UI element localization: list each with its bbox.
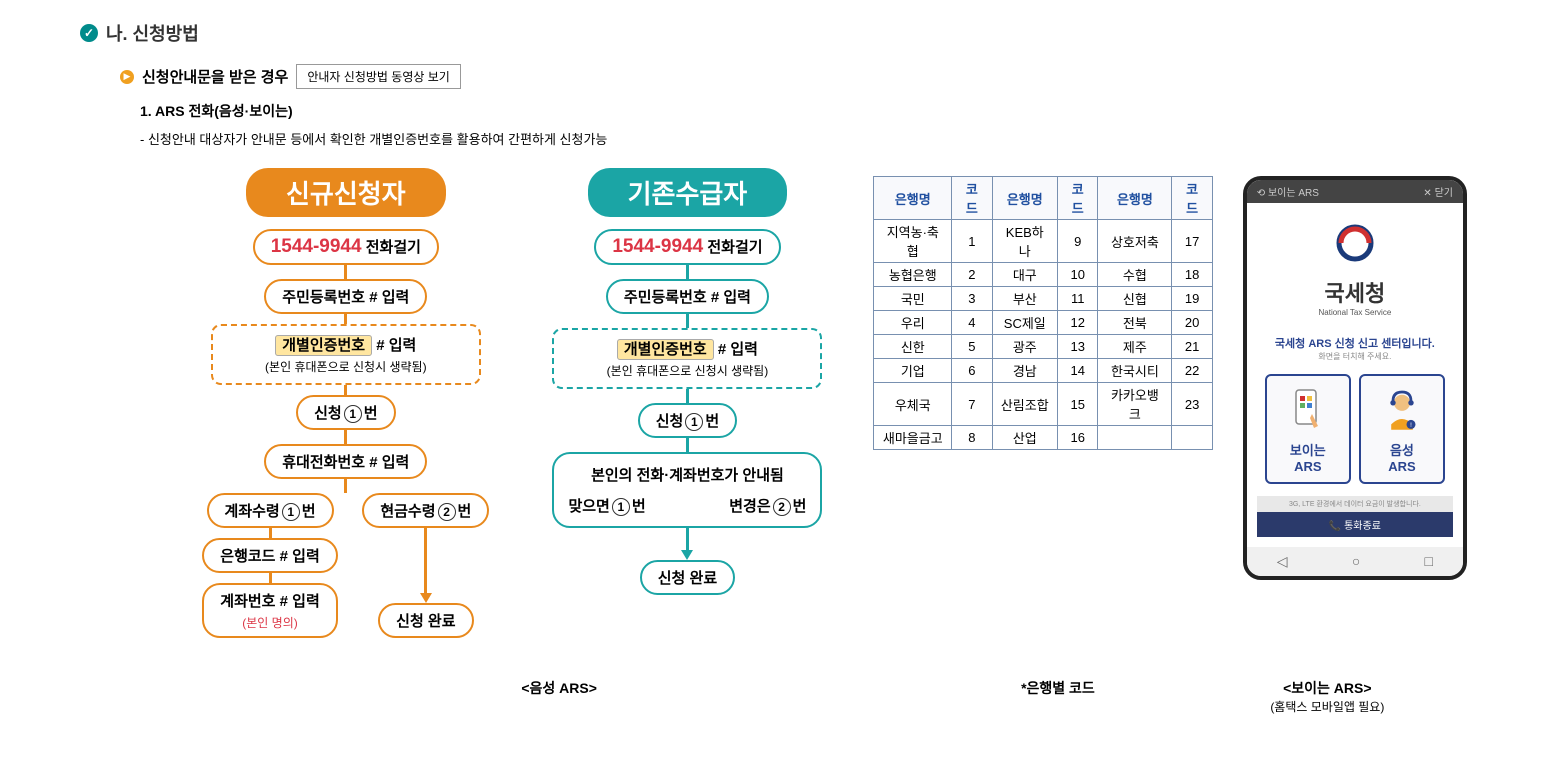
table-row: 국민3부산11신협19	[874, 287, 1213, 311]
caption-voice: <음성 ARS>	[190, 678, 928, 715]
item-desc: - 신청안내 대상자가 안내문 등에서 확인한 개별인증번호를 활용하여 간편하…	[140, 129, 1467, 148]
headset-person-icon: !	[1384, 386, 1420, 434]
arrow-down-icon	[420, 593, 432, 603]
flow-existing-done: 신청 완료	[640, 560, 735, 595]
bank-table-header: 코드	[1172, 177, 1212, 220]
bank-table-header: 은행명	[992, 177, 1058, 220]
check-icon: ✓	[80, 24, 98, 42]
video-button[interactable]: 안내자 신청방법 동영상 보기	[296, 64, 460, 89]
voice-ars-option[interactable]: ! 음성ARS	[1359, 374, 1445, 484]
phone-end-call[interactable]: 📞 통화종료	[1257, 512, 1453, 537]
phone-message-sub: 화면을 터치해 주세요.	[1257, 351, 1453, 362]
content-row: 신규신청자 1544-9944 전화걸기 주민등록번호 # 입력 개별인증번호 …	[190, 168, 1467, 638]
flow-new-account: 계좌번호 # 입력 (본인 명의)	[202, 583, 337, 638]
table-row: 신한5광주13제주21	[874, 335, 1213, 359]
table-row: 새마을금고8산업16	[874, 426, 1213, 450]
flow-new-cash-receive: 현금수령2번	[362, 493, 489, 528]
bank-table: 은행명코드은행명코드은행명코드 지역농·축협1KEB하나9상호저축17농협은행2…	[873, 176, 1213, 450]
nts-logo-icon	[1335, 223, 1375, 263]
item-title: 1. ARS 전화(음성·보이는)	[140, 101, 1467, 121]
table-row: 지역농·축협1KEB하나9상호저축17	[874, 220, 1213, 263]
phone-message: 국세청 ARS 신청 신고 센터입니다.	[1257, 335, 1453, 351]
flow-new-step2: 주민등록번호 # 입력	[264, 279, 427, 314]
flow-new-step4: 신청1번	[296, 395, 395, 430]
flow-new-done: 신청 완료	[378, 603, 473, 638]
phone-touch-icon	[1290, 386, 1326, 434]
bank-table-header: 코드	[1058, 177, 1098, 220]
flow-new-header: 신규신청자	[246, 168, 446, 217]
nts-subtitle: National Tax Service	[1257, 308, 1453, 317]
flow-new-step5: 휴대전화번호 # 입력	[264, 444, 427, 479]
home-icon[interactable]: ○	[1352, 553, 1360, 570]
visual-ars-option[interactable]: 보이는ARS	[1265, 374, 1351, 484]
sub-title: ▶ 신청안내문을 받은 경우 안내자 신청방법 동영상 보기	[120, 64, 1467, 89]
nts-title: 국세청	[1257, 276, 1453, 308]
phone-nav-bar: ◁ ○ □	[1247, 547, 1463, 576]
back-icon[interactable]: ◁	[1277, 553, 1288, 570]
caption-row: <음성 ARS> *은행별 코드 <보이는 ARS> (홈택스 모바일앱 필요)	[190, 678, 1467, 715]
phone-label: 전화걸기	[366, 239, 421, 256]
flow-existing-header: 기존수급자	[588, 168, 788, 217]
bank-table-header: 은행명	[1098, 177, 1172, 220]
arrow-icon: ▶	[120, 70, 134, 84]
phone-footer: 3G, LTE 환경에서 데이터 요금이 발생합니다.	[1257, 496, 1453, 512]
flow-new-account-receive: 계좌수령1번	[207, 493, 334, 528]
caption-visual: <보이는 ARS> (홈택스 모바일앱 필요)	[1188, 678, 1467, 715]
bank-table-container: 은행명코드은행명코드은행명코드 지역농·축협1KEB하나9상호저축17농협은행2…	[873, 168, 1213, 450]
highlight-box: 개별인증번호	[275, 335, 372, 356]
flow-new-phone: 1544-9944 전화걸기	[253, 229, 439, 265]
flow-new-bank-code: 은행코드 # 입력	[202, 538, 337, 573]
sub-title-text: 신청안내문을 받은 경우	[142, 66, 288, 87]
caption-bank: *은행별 코드	[928, 678, 1187, 715]
table-row: 농협은행2대구10수협18	[874, 263, 1213, 287]
flow-existing-step3: 개별인증번호 # 입력 (본인 휴대폰으로 신청시 생략됨)	[552, 328, 822, 389]
phone-statusbar: ⟲ 보이는 ARS ✕ 닫기	[1247, 180, 1463, 203]
flow-existing-step4: 신청1번	[638, 403, 737, 438]
flowchart-existing: 기존수급자 1544-9944 전화걸기 주민등록번호 # 입력 개별인증번호 …	[532, 168, 844, 595]
table-row: 기업6경남14한국시티22	[874, 359, 1213, 383]
flow-new-step3: 개별인증번호 # 입력 (본인 휴대폰으로 신청시 생략됨)	[211, 324, 481, 385]
flow-new-split: 계좌수령1번 은행코드 # 입력 계좌번호 # 입력 (본인 명의) 현금수령2…	[190, 493, 502, 638]
table-row: 우체국7산림조합15카카오뱅크23	[874, 383, 1213, 426]
section-title-text: 나. 신청방법	[106, 20, 199, 46]
flow-existing-step2: 주민등록번호 # 입력	[606, 279, 769, 314]
flow-existing-info: 본인의 전화·계좌번호가 안내됨 맞으면1번 변경은2번	[552, 452, 822, 528]
arrow-down-icon	[681, 550, 693, 560]
section-title: ✓ 나. 신청방법	[80, 20, 1467, 46]
table-row: 우리4SC제일12전북20	[874, 311, 1213, 335]
svg-text:!: !	[1410, 422, 1412, 429]
phone-mockup: ⟲ 보이는 ARS ✕ 닫기 국세청 National Tax Service …	[1243, 176, 1467, 580]
bank-table-header: 코드	[952, 177, 992, 220]
step3-note: (본인 휴대폰으로 신청시 생략됨)	[225, 358, 467, 375]
phone-number: 1544-9944	[271, 236, 362, 257]
recent-icon[interactable]: □	[1425, 553, 1433, 570]
flow-existing-phone: 1544-9944 전화걸기	[594, 229, 780, 265]
flowchart-new: 신규신청자 1544-9944 전화걸기 주민등록번호 # 입력 개별인증번호 …	[190, 168, 502, 638]
bank-table-header: 은행명	[874, 177, 952, 220]
close-icon[interactable]: ✕ 닫기	[1423, 184, 1453, 199]
